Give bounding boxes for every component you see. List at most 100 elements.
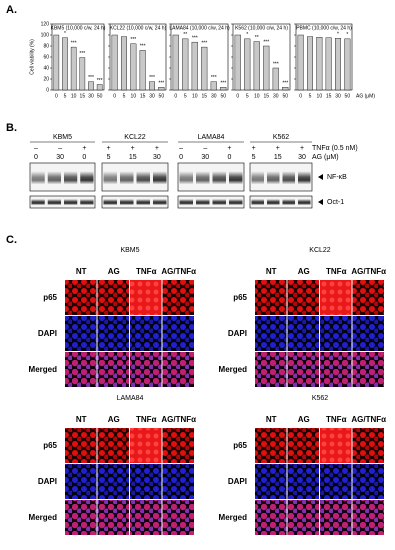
cell-line: LAMA84 — [198, 134, 225, 141]
tnf-sign: – — [179, 145, 183, 152]
row-header: Merged — [29, 513, 58, 522]
chart-title: LAMA84 (10,000 c/w, 24 h) — [169, 25, 230, 31]
x-tick-label: 10 — [254, 93, 260, 99]
chart-title: PBMC (10,000 c/w, 24 h) — [296, 25, 352, 31]
tnf-sign: + — [300, 145, 304, 152]
band — [196, 171, 210, 184]
band — [282, 199, 295, 205]
bar — [130, 43, 137, 91]
column-header: TNFα — [136, 267, 157, 276]
micrograph — [352, 280, 384, 315]
x-tick-label: 50 — [345, 93, 351, 99]
y-tick-label: 120 — [41, 21, 50, 27]
band — [136, 199, 150, 205]
y-axis-label: Cell viability (%) — [29, 39, 35, 75]
bar — [220, 87, 227, 91]
tnf-sign: + — [106, 145, 110, 152]
significance: *** — [211, 75, 217, 81]
row-header: p65 — [43, 293, 57, 302]
micrograph — [255, 500, 287, 535]
significance: *** — [273, 61, 279, 67]
band — [103, 199, 117, 205]
arrow — [318, 199, 323, 205]
row-header: DAPI — [38, 329, 57, 338]
micrograph — [287, 316, 319, 351]
column-header: TNFα — [136, 415, 157, 424]
micrograph — [162, 428, 194, 463]
significance: * — [246, 32, 248, 38]
band — [282, 171, 295, 184]
blot-frame — [101, 195, 169, 209]
ag-dose: 30 — [298, 154, 306, 161]
bar — [158, 87, 165, 91]
bar — [307, 36, 314, 91]
micrograph — [287, 428, 319, 463]
band — [251, 171, 264, 184]
ag-dose: 0 — [34, 154, 38, 161]
cell-line: KBM5 — [53, 134, 72, 141]
significance: *** — [201, 40, 207, 46]
micrograph — [97, 280, 129, 315]
column-header: NT — [76, 267, 87, 276]
bar — [120, 36, 127, 91]
row-header: DAPI — [38, 477, 57, 486]
significance: *** — [140, 44, 146, 50]
x-tick-label: 5 — [64, 93, 67, 99]
blot-frame — [177, 195, 245, 209]
x-tick-label: 0 — [174, 93, 177, 99]
x-tick-label: 15 — [140, 93, 146, 99]
bar — [325, 37, 332, 91]
significance: ** — [255, 35, 259, 41]
row-header: Merged — [219, 513, 248, 522]
tnf-sign: – — [34, 145, 38, 152]
significance: * — [346, 32, 348, 38]
column-header: AG/TNFα — [351, 415, 386, 424]
bar — [148, 81, 155, 91]
micrograph — [65, 316, 97, 351]
micrograph — [255, 464, 287, 499]
tnf-sign: + — [227, 145, 231, 152]
x-axis-label: AG (μM) — [356, 93, 375, 99]
bar — [272, 67, 279, 91]
x-tick-label: 0 — [113, 93, 116, 99]
x-tick-label: 30 — [335, 93, 341, 99]
ag-dose: 0 — [82, 154, 86, 161]
x-tick-label: 10 — [192, 93, 198, 99]
chart-title: K562 (10,000 c/w, 24 h) — [235, 25, 288, 31]
x-tick-label: 30 — [88, 93, 94, 99]
micrograph — [162, 500, 194, 535]
bar — [139, 50, 146, 91]
micrograph — [255, 316, 287, 351]
band — [153, 199, 167, 205]
band — [229, 199, 243, 205]
significance: *** — [263, 39, 269, 45]
y-tick-label: 20 — [43, 76, 49, 82]
bar — [191, 41, 198, 91]
tnf-sign: + — [252, 145, 256, 152]
x-tick-label: 15 — [326, 93, 332, 99]
ag-dose: 0 — [228, 154, 232, 161]
x-tick-label: 0 — [236, 93, 239, 99]
band — [47, 171, 61, 184]
micrograph — [255, 428, 287, 463]
bar — [79, 57, 86, 91]
band — [153, 171, 167, 184]
ag-dose: 15 — [129, 154, 137, 161]
micrograph — [130, 428, 162, 463]
y-tick-label: 40 — [43, 65, 49, 71]
column-header: AG/TNFα — [351, 267, 386, 276]
row-header: DAPI — [228, 477, 247, 486]
blot-frame — [29, 195, 96, 209]
micrograph — [287, 464, 319, 499]
x-tick-label: 5 — [184, 93, 187, 99]
bar — [335, 38, 342, 91]
band — [251, 199, 264, 205]
significance: ** — [183, 32, 187, 38]
band — [212, 171, 226, 184]
band — [31, 171, 45, 184]
micrograph — [320, 428, 352, 463]
bar — [263, 45, 270, 91]
significance: *** — [79, 51, 85, 57]
row-header: p65 — [233, 441, 247, 450]
